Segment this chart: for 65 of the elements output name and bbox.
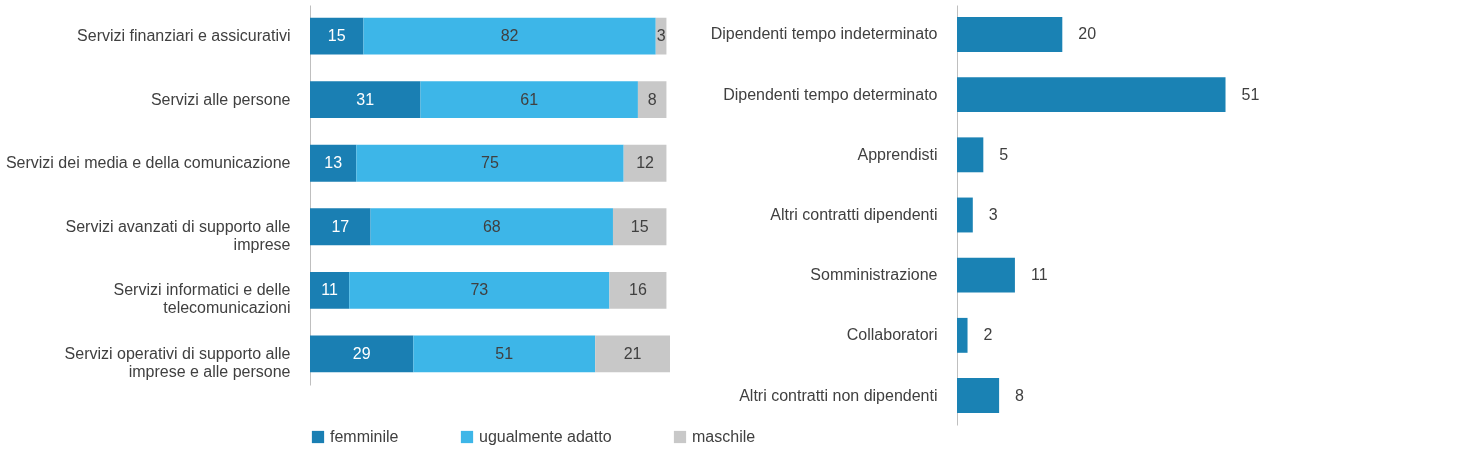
y-tick-label: Servizi alle persone [150, 90, 291, 108]
y-tick-label: Somministrazione [810, 266, 938, 284]
y-tick-label: Altri contratti dipendenti [770, 206, 938, 223]
data-label: 8 [1015, 386, 1025, 404]
legend-label: femminile [330, 428, 399, 445]
y-tick-label: Servizi operativi di supporto alle imprese e alle persone [64, 344, 291, 380]
data-label: 51 [495, 344, 514, 362]
bar [609, 271, 667, 309]
y-tick-label: Dipendenti tempo determinato [723, 85, 938, 103]
data-label: 3 [656, 27, 666, 45]
data-label: 73 [470, 281, 489, 299]
data-label: 3 [988, 206, 998, 223]
bar [310, 17, 364, 55]
bar [957, 257, 1015, 293]
data-label: 21 [623, 344, 642, 362]
data-label: 17 [331, 217, 350, 235]
data-label: 20 [1078, 25, 1097, 43]
bar [957, 137, 984, 173]
data-label: 68 [482, 217, 501, 235]
bar [363, 17, 656, 55]
y-tick-label: Dipendenti tempo indeterminato [710, 25, 938, 43]
bar [310, 271, 350, 309]
data-label: 29 [352, 344, 371, 362]
bar [310, 335, 414, 373]
bar [413, 335, 596, 373]
data-label: 11 [321, 281, 339, 299]
data-label: 15 [630, 217, 649, 235]
bar [595, 335, 670, 373]
bar [356, 144, 624, 182]
bar [957, 17, 1063, 52]
legend-label: maschile [692, 428, 756, 445]
bar [370, 208, 613, 246]
bar [349, 271, 610, 309]
data-label: 61 [520, 90, 539, 108]
bar [310, 144, 357, 182]
y-tick-label: Servizi informatici e delle telecomunicazioni [113, 281, 291, 317]
data-label: 11 [1030, 266, 1048, 284]
bar [957, 317, 968, 353]
y-tick-label: Servizi avanzati di supporto alle imprese [65, 217, 291, 253]
bar [957, 77, 1226, 113]
data-label: 31 [356, 90, 375, 108]
data-label: 12 [636, 154, 655, 172]
y-tick-label: Servizi dei media e della comunicazione [5, 154, 291, 172]
data-label: 51 [1241, 85, 1260, 103]
data-label: 8 [647, 90, 657, 108]
bar [420, 81, 638, 119]
data-label: 2 [983, 326, 993, 344]
bar [957, 378, 1000, 413]
data-label: 75 [481, 154, 499, 172]
data-label: 16 [629, 281, 647, 299]
bar [310, 81, 421, 119]
data-label: 82 [500, 27, 519, 45]
bar [623, 144, 667, 182]
y-tick-label: Servizi finanziari e assicurativi [77, 27, 291, 45]
legend-label: ugualmente adatto [479, 428, 612, 445]
bar [612, 208, 667, 246]
data-label: 5 [999, 145, 1009, 163]
bar [637, 81, 667, 119]
data-label: 13 [324, 154, 343, 172]
bar [957, 197, 973, 233]
y-tick-label: Altri contratti non dipendenti [739, 386, 938, 404]
data-label: 15 [327, 27, 346, 45]
y-tick-label: Collaboratori [846, 326, 938, 344]
y-tick-label: Apprendisti [857, 145, 938, 163]
bar [310, 208, 371, 246]
